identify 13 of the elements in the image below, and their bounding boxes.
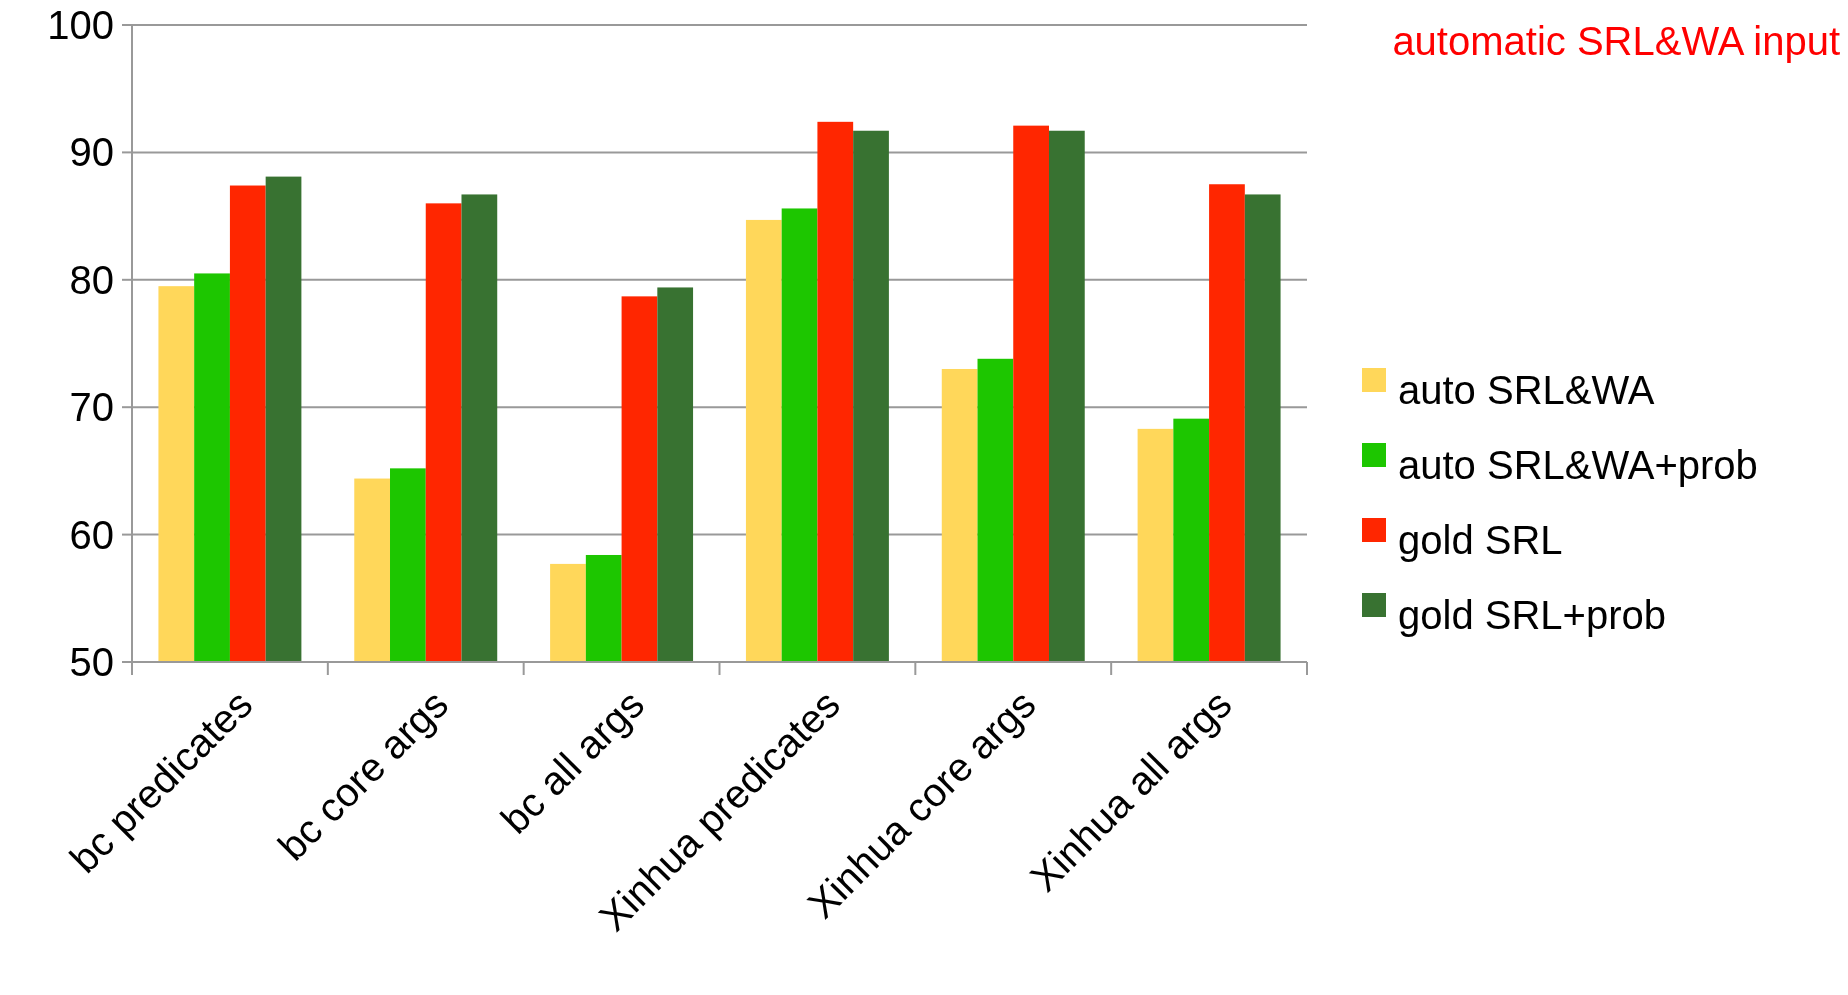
y-tick-label: 80 [69, 257, 114, 302]
x-tick-label: bc all args [492, 681, 653, 842]
y-tick-label: 70 [69, 385, 114, 430]
x-tick-label: bc core args [269, 681, 457, 869]
legend-label: auto SRL&WA [1398, 368, 1655, 412]
y-tick-label: 50 [69, 640, 114, 684]
y-tick-label: 90 [69, 130, 114, 175]
text: automatic SRL&WA input [1392, 19, 1840, 63]
y-tick-label: 60 [69, 512, 114, 557]
legend-label: auto SRL&WA+prob [1398, 443, 1758, 487]
y-tick-label: 100 [47, 3, 114, 47]
legend-label: gold SRL+prob [1398, 593, 1666, 637]
legend-label: gold SRL [1398, 518, 1563, 562]
